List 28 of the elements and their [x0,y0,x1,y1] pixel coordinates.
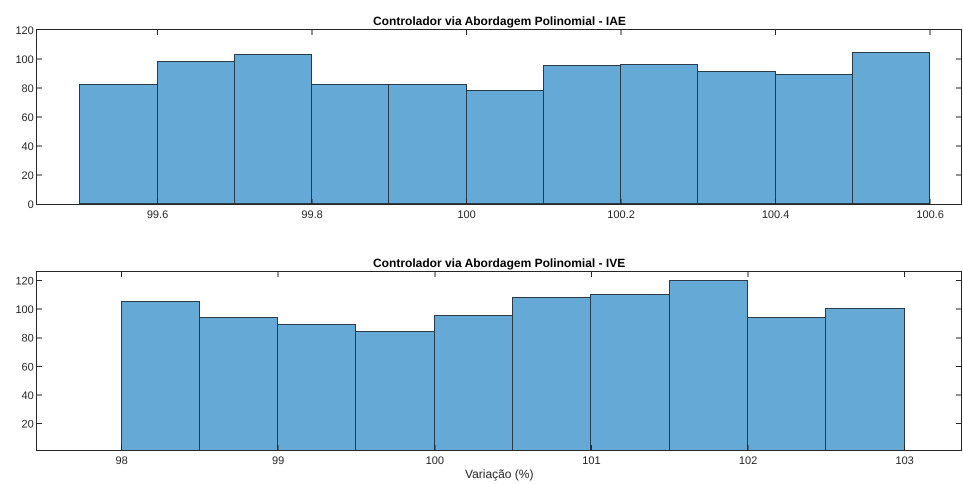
x-tick-label: 99 [272,455,284,468]
y-tick-label: 40 [22,390,34,402]
chart-title: Controlador via Abordagem Polinomial - IVE [373,256,626,270]
y-tick-label: 80 [22,82,34,95]
y-tick-label: 100 [15,304,34,316]
y-tick-label: 60 [22,361,34,374]
x-tick-label: 100.6 [916,209,944,222]
x-tick-label: 100.4 [762,209,790,222]
x-tick-label: 102 [738,455,758,468]
x-tick-label: 98 [115,455,128,468]
y-tick-label: 80 [22,332,34,345]
x-tick-label: 100.2 [607,209,635,222]
chart-title: Controlador via Abordagem Polinomial - IAE [373,14,626,28]
y-tick-label: 0 [28,198,34,211]
x-tick-label: 100 [457,209,476,222]
y-tick-label: 100 [15,54,34,66]
x-tick-label: 100 [426,455,444,468]
y-tick-label: 120 [15,24,34,37]
x-axis-title: Variação (%) [465,467,534,481]
y-tick-label: 120 [15,275,34,288]
x-tick-label: 99.8 [301,209,323,222]
y-tick-label: 40 [22,140,34,153]
x-tick-label: 101 [582,455,601,468]
y-tick-label: 20 [22,170,34,182]
y-tick-label: 20 [22,418,34,431]
y-tick-label: 60 [22,112,34,124]
x-tick-label: 99.6 [146,209,168,222]
x-tick-label: 103 [895,455,914,468]
